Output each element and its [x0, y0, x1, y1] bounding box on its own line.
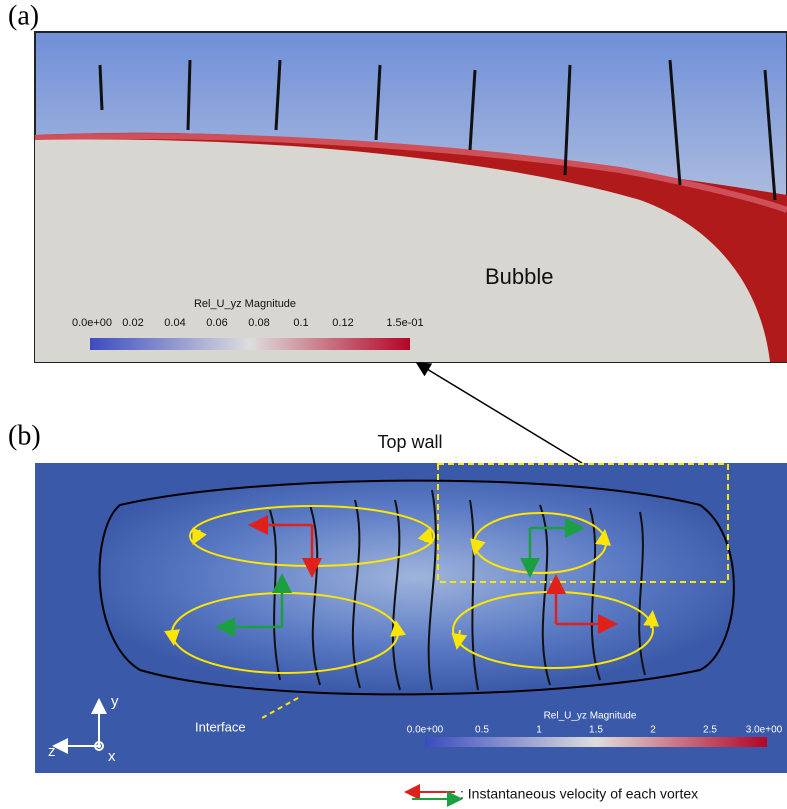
colorbar-tick: 2.5 [703, 725, 717, 736]
legend: : Instantaneous velocity of each vortex [412, 786, 698, 802]
colorbar-tick: 0.02 [122, 317, 143, 329]
colorbar-tick: 1 [536, 725, 542, 736]
axis-label: x [108, 748, 116, 765]
legend-text: : Instantaneous velocity of each vortex [460, 786, 698, 802]
top-wall-label: Top wall [377, 432, 442, 452]
figure: (a) Bubble Rel_U_yz Magnitude 0.0e+00 0.… [0, 0, 787, 809]
zoom-arrow [422, 366, 582, 463]
colorbar-tick: 1.5e-01 [386, 317, 423, 329]
colorbar-title: Rel_U_yz Magnitude [544, 711, 637, 722]
panel-label: (a) [8, 0, 39, 31]
colorbar-tick: 2 [650, 725, 656, 736]
colorbar-tick: 0.04 [164, 317, 185, 329]
axis-label: z [48, 743, 56, 760]
colorbar-tick: 0.0e+00 [407, 725, 444, 736]
bubble-label: Bubble [485, 264, 554, 289]
colorbar-tick: 0.06 [206, 317, 227, 329]
colorbar-tick: 0.08 [248, 317, 269, 329]
panel-label: (b) [8, 420, 41, 451]
colorbar-tick: 0.0e+00 [72, 317, 112, 329]
interface-label: Interface [195, 719, 246, 734]
colorbar-tick: 1.5 [589, 725, 603, 736]
axis-label: y [111, 693, 119, 710]
colorbar-tick: 0.1 [293, 317, 308, 329]
colorbar-tick: 0.12 [332, 317, 353, 329]
colorbar-tick: 0.5 [475, 725, 489, 736]
colorbar-title: Rel_U_yz Magnitude [194, 298, 296, 310]
colorbar-tick: 3.0e+00 [746, 725, 783, 736]
panel-a-image [35, 32, 787, 362]
